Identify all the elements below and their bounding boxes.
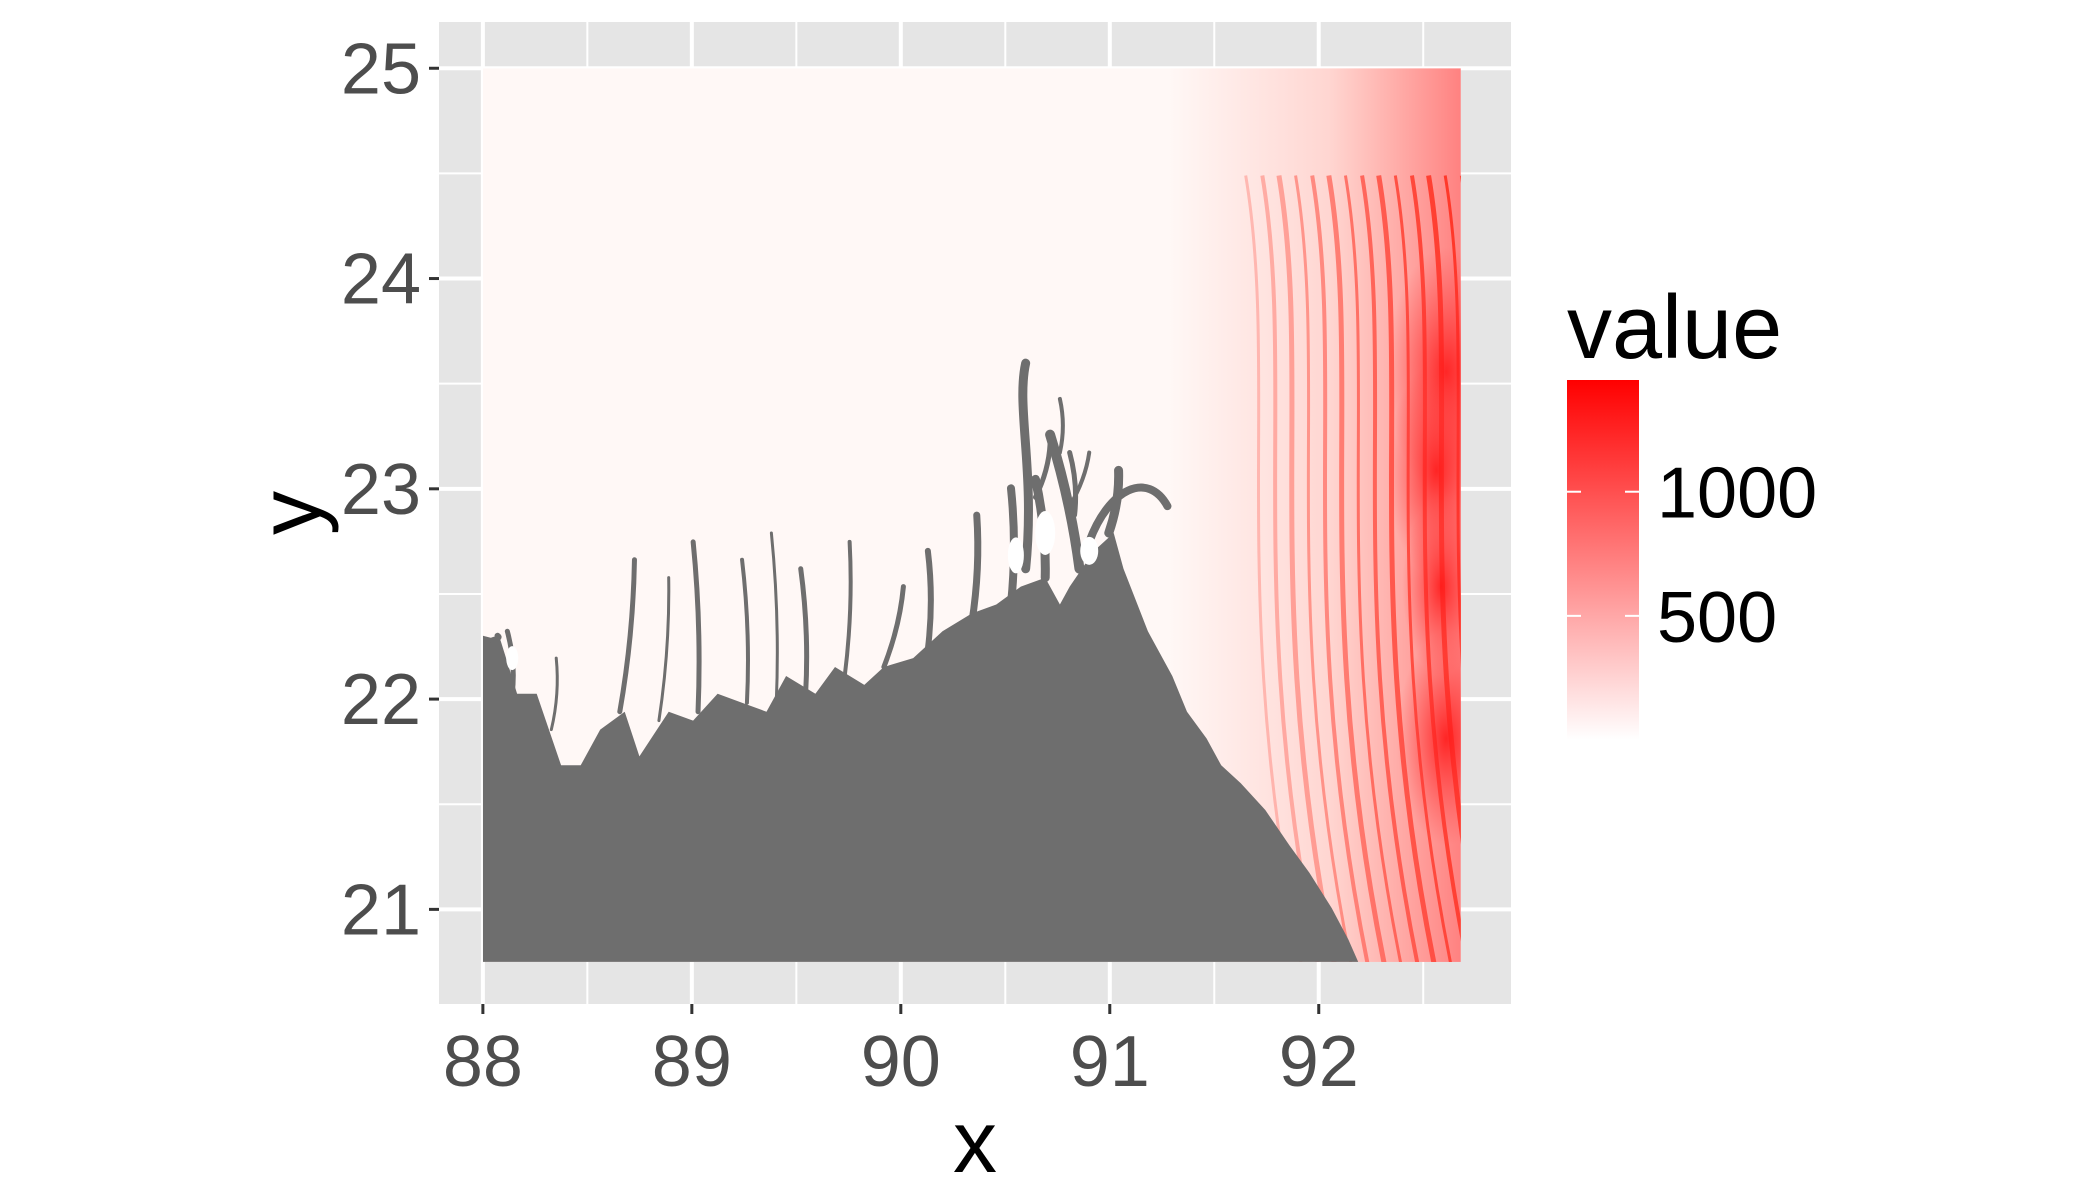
delta-channel [769,531,779,705]
raster-ridge [1326,175,1387,962]
delta-channel [489,632,502,644]
y-tick-label: 21 [341,870,421,950]
delta-channel [549,656,559,732]
legend: value 500 1000 [1567,278,1817,740]
y-axis-title: y [240,491,339,535]
delta-island [506,646,519,671]
bay-of-bengal-na-region [482,533,1359,962]
delta-channel [1032,441,1053,500]
delta-channel [1067,450,1092,509]
x-axis-title: x [953,1092,997,1191]
delta-channel [690,539,702,715]
delta-channel [842,539,853,678]
x-tick-label: 90 [861,1022,941,1102]
raster-ridge [1244,175,1303,962]
raster-hotspot [1402,497,1461,676]
raster-hotspot [1397,631,1461,846]
y-tick-label: 25 [341,29,421,109]
x-axis-ticks: 88 89 90 91 92 [443,1004,1359,1102]
delta-channel [1045,429,1085,574]
y-tick-label: 24 [341,240,421,320]
legend-colorbar [1567,380,1639,740]
x-tick-label: 89 [652,1022,732,1102]
raster-ridge [1294,175,1353,962]
delta-island [1007,537,1024,574]
legend-label: 500 [1657,578,1777,658]
delta-channel [657,576,671,723]
delta-channel [1067,450,1079,518]
y-axis-ticks: 21 22 23 24 25 [341,29,439,950]
delta-channel [798,566,810,697]
x-tick-label: 88 [443,1022,523,1102]
raster-ridge [1260,175,1320,962]
legend-label: 1000 [1657,454,1817,534]
delta-channel [740,557,750,705]
delta-channel [1057,396,1065,455]
delta-channel [617,557,637,715]
delta-channel [968,511,982,626]
raster-ridge [1343,175,1403,962]
raster-ridge [1376,175,1437,962]
legend-title: value [1567,278,1782,378]
raster-ridge [1360,175,1420,962]
delta-island [1080,536,1099,565]
delta-channel [924,547,934,653]
delta-island [1035,510,1056,555]
x-tick-label: 91 [1070,1022,1150,1102]
delta-channels [489,358,1172,732]
eastern-channel [1085,483,1172,546]
delta-channel [881,584,906,670]
raster-hotspots [1387,247,1461,846]
raster-ridge [1310,175,1370,962]
y-tick-label: 23 [341,450,421,530]
y-tick-label: 22 [341,660,421,740]
raster-layer [482,68,1461,962]
legend-ticks: 500 1000 [1567,454,1817,658]
meghna-channel [1018,358,1033,574]
raster-ridge [1276,175,1337,962]
x-tick-label: 92 [1279,1022,1359,1102]
